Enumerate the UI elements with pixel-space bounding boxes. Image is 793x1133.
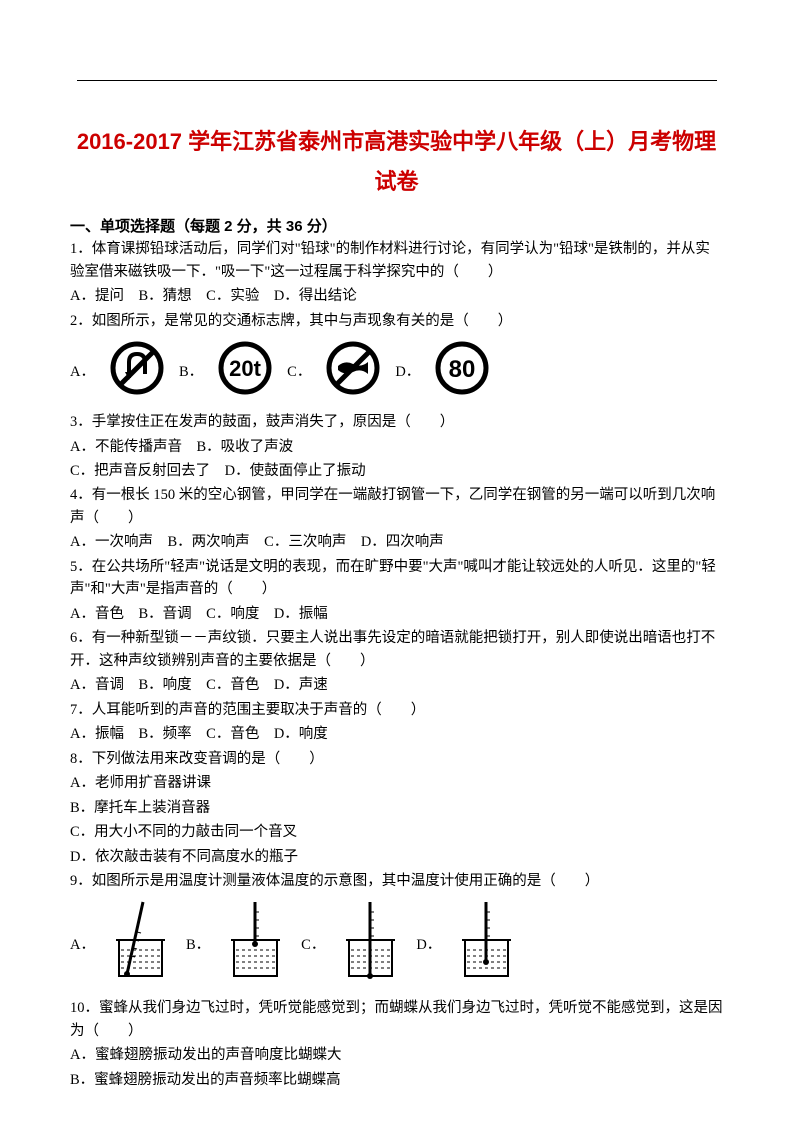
weight-limit-sign-icon: 20t [217,340,273,401]
thermometer-a-icon [113,900,168,987]
q9-labelC: C． [301,933,325,954]
thermometer-c-icon [343,900,398,987]
exam-title: 2016-2017 学年江苏省泰州市高港实验中学八年级（上）月考物理试卷 [70,122,723,201]
q10-optB: B．蜜蜂翅膀振动发出的声音频率比蝴蝶高 [70,1069,723,1091]
section-1-heading: 一、单项选择题（每题 2 分，共 36 分） [70,215,723,236]
q6-text: 6．有一种新型锁－－声纹锁．只要主人说出事先设定的暗语就能把锁打开，别人即使说出… [70,627,723,672]
q8-optB: B．摩托车上装消音器 [70,797,723,819]
q3-text: 3．手掌按住正在发声的鼓面，鼓声消失了，原因是（ ） [70,411,723,433]
speed-limit-sign-icon: 80 [434,340,490,401]
q8-optA: A．老师用扩音器讲课 [70,772,723,794]
q4-text: 4．有一根长 150 米的空心钢管，甲同学在一端敲打钢管一下，乙同学在钢管的另一… [70,484,723,529]
weight-limit-text: 20t [229,356,261,381]
q1-options: A．提问 B．猜想 C．实验 D．得出结论 [70,285,723,307]
q8-optC: C．用大小不同的力敲击同一个音叉 [70,821,723,843]
q9-options-row: A． B． [70,900,723,987]
q3-optsAB: A．不能传播声音 B．吸收了声波 [70,436,723,458]
q6-options: A．音调 B．响度 C．音色 D．声速 [70,674,723,696]
thermometer-d-icon [459,900,514,987]
q10-text: 10．蜜蜂从我们身边飞过时，凭听觉能感觉到；而蝴蝶从我们身边飞过时，凭听觉不能感… [70,997,723,1042]
thermometer-b-icon [228,900,283,987]
q3-optsCD: C．把声音反射回去了 D．使鼓面停止了振动 [70,460,723,482]
q2-labelC: C． [287,360,311,381]
top-horizontal-rule [77,80,717,82]
q8-optD: D．依次敲击装有不同高度水的瓶子 [70,846,723,868]
q2-labelD: D． [395,360,420,381]
q9-text: 9．如图所示是用温度计测量液体温度的示意图，其中温度计使用正确的是（ ） [70,870,723,892]
q9-labelA: A． [70,933,95,954]
q9-labelD: D． [416,933,441,954]
q7-options: A．振幅 B．频率 C．音色 D．响度 [70,723,723,745]
no-uturn-sign-icon [109,340,165,401]
no-horn-sign-icon [325,340,381,401]
q10-optA: A．蜜蜂翅膀振动发出的声音响度比蝴蝶大 [70,1044,723,1066]
q2-labelB: B． [179,360,203,381]
q4-options: A．一次响声 B．两次响声 C．三次响声 D．四次响声 [70,531,723,553]
q7-text: 7．人耳能听到的声音的范围主要取决于声音的（ ） [70,699,723,721]
q5-options: A．音色 B．音调 C．响度 D．振幅 [70,603,723,625]
q8-text: 8．下列做法用来改变音调的是（ ） [70,748,723,770]
q1-text: 1．体育课掷铅球活动后，同学们对"铅球"的制作材料进行讨论，有同学认为"铅球"是… [70,238,723,283]
q2-text: 2．如图所示，是常见的交通标志牌，其中与声现象有关的是（ ） [70,310,723,332]
q2-options-row: A． B． 20t C． D． [70,340,723,401]
q5-text: 5．在公共场所"轻声"说话是文明的表现，而在旷野中要"大声"喊叫才能让较远处的人… [70,556,723,601]
q9-labelB: B． [186,933,210,954]
q2-labelA: A． [70,360,95,381]
speed-limit-text: 80 [449,356,476,383]
